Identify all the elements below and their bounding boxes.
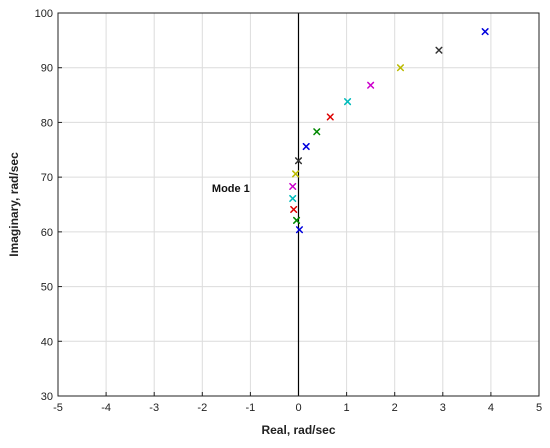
- data-point-marker: [292, 170, 300, 178]
- x-tick-label: 5: [536, 402, 542, 414]
- data-point-marker: [295, 226, 304, 234]
- plot-frame: [57, 12, 540, 397]
- x-axis-label: Real, rad/sec: [261, 423, 335, 437]
- data-point-marker: [435, 46, 443, 54]
- data-point-marker: [289, 182, 297, 190]
- data-points: [289, 28, 489, 234]
- x-tick-label: 2: [392, 402, 398, 414]
- data-point-marker: [481, 28, 489, 36]
- x-tick-label: -2: [197, 402, 207, 414]
- y-tick-label: 100: [35, 8, 53, 20]
- data-point-marker: [294, 157, 303, 165]
- y-tick-label: 60: [41, 227, 53, 239]
- y-tick-label: 40: [41, 336, 53, 348]
- y-tick-label: 30: [41, 391, 53, 403]
- data-point-marker: [289, 194, 297, 203]
- y-tick-label: 50: [41, 282, 53, 294]
- y-tick-label: 70: [41, 172, 53, 184]
- x-tick-label: -1: [246, 402, 256, 414]
- data-point-marker: [302, 142, 310, 151]
- data-point-marker: [367, 81, 375, 89]
- annotations: Mode 1: [212, 183, 250, 195]
- data-point-marker: [326, 113, 334, 121]
- y-tick-label: 80: [41, 117, 53, 129]
- y-axis-label: Imaginary, rad/sec: [7, 152, 21, 257]
- x-tick-label: -5: [53, 402, 63, 414]
- x-tick-label: 3: [440, 402, 446, 414]
- annotation-label: Mode 1: [212, 183, 250, 195]
- data-point-marker: [344, 98, 352, 106]
- y-tick-label: 90: [41, 63, 53, 75]
- x-tick-label: 4: [488, 402, 494, 414]
- x-tick-label: -3: [149, 402, 159, 414]
- x-tick-label: 1: [344, 402, 350, 414]
- data-point-marker: [313, 128, 321, 136]
- data-point-marker: [396, 64, 405, 72]
- x-tick-label: 0: [295, 402, 301, 414]
- x-tick-label: -4: [101, 402, 111, 414]
- data-point-marker: [293, 216, 301, 224]
- data-point-marker: [290, 205, 298, 213]
